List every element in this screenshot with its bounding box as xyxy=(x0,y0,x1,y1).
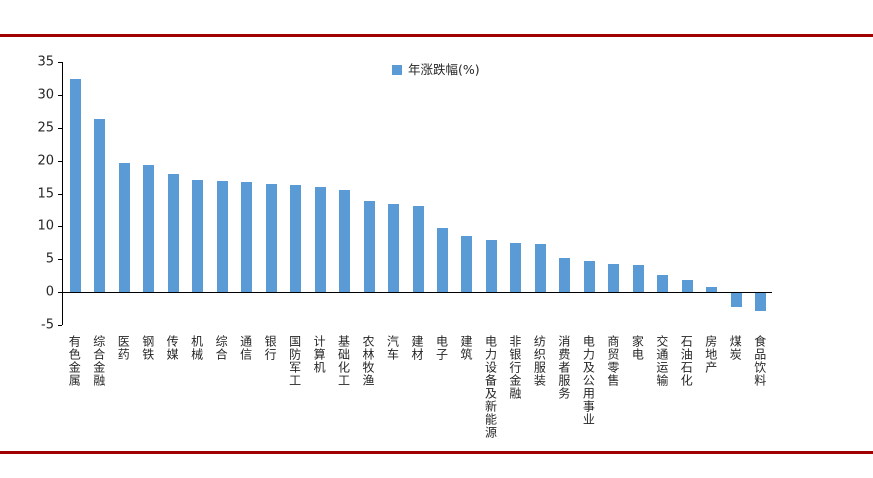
x-category-label: 食品饮料 xyxy=(752,335,767,387)
bottom-divider xyxy=(0,451,873,454)
bar xyxy=(730,293,742,307)
chart-legend: 年涨跌幅(%) xyxy=(392,62,480,77)
x-category-label: 计算机 xyxy=(312,335,327,374)
bar xyxy=(559,257,571,293)
x-category-label: 钢铁 xyxy=(140,335,155,361)
x-category-label: 商贸零售 xyxy=(605,335,620,387)
x-category-label: 农林牧渔 xyxy=(361,335,376,387)
y-tick-label: 15 xyxy=(37,186,54,201)
x-category-label: 煤炭 xyxy=(728,335,743,361)
bar xyxy=(583,261,595,293)
bar xyxy=(314,186,326,293)
x-category-label: 综合 xyxy=(214,335,229,361)
annual-change-bar-chart: 年涨跌幅(%) 35 30 25 20 15 10 5 0 -5 有色金属 综合金融 医药 钢铁 传媒机… xyxy=(0,40,873,448)
y-tick-mark xyxy=(58,127,62,129)
legend-swatch-icon xyxy=(392,65,402,76)
bar xyxy=(290,184,302,293)
bar xyxy=(143,165,155,293)
x-category-label: 银行 xyxy=(263,335,278,361)
top-divider xyxy=(0,34,873,37)
bar xyxy=(657,275,669,293)
x-category-label: 交通运输 xyxy=(654,335,669,387)
bar xyxy=(69,79,81,293)
y-tick-label: 10 xyxy=(37,218,54,234)
y-tick-label: -5 xyxy=(41,317,54,333)
y-tick-mark xyxy=(58,325,62,326)
bar xyxy=(94,118,106,293)
y-tick-label: 20 xyxy=(37,153,54,169)
x-category-label: 房地产 xyxy=(703,335,718,374)
y-tick-mark xyxy=(58,193,62,195)
bar xyxy=(485,240,497,293)
x-category-label: 非银行金融 xyxy=(507,335,522,400)
x-category-label: 有色金属 xyxy=(67,335,82,387)
x-category-label: 纺织服装 xyxy=(532,335,547,387)
x-category-label: 建筑 xyxy=(458,335,473,361)
x-category-label: 综合金融 xyxy=(91,335,106,387)
bar xyxy=(412,205,424,293)
x-category-label: 电子 xyxy=(434,335,449,361)
x-category-label: 汽车 xyxy=(385,335,400,361)
x-category-label: 家电 xyxy=(630,335,645,361)
bar xyxy=(388,204,400,293)
x-category-label: 建材 xyxy=(410,335,424,361)
y-tick-mark xyxy=(58,62,62,63)
x-axis-line xyxy=(63,292,772,294)
y-tick-label: 5 xyxy=(45,251,54,267)
x-category-label: 国防军工 xyxy=(287,335,302,387)
bar xyxy=(192,180,204,293)
x-category-label: 石油石化 xyxy=(679,335,694,387)
y-tick-label: 30 xyxy=(37,87,54,103)
x-category-label: 基础化工 xyxy=(336,335,351,387)
bar xyxy=(216,181,228,293)
x-category-label: 电力及公用事业 xyxy=(581,335,596,426)
bar xyxy=(241,182,253,293)
y-tick-mark xyxy=(58,292,62,294)
bar xyxy=(461,236,473,293)
y-tick-mark xyxy=(58,226,62,228)
bar xyxy=(339,190,351,293)
x-category-label: 通信 xyxy=(238,335,253,361)
bar xyxy=(608,263,620,293)
x-category-label: 消费者服务 xyxy=(556,335,571,400)
bar xyxy=(755,293,767,311)
x-category-label: 传媒 xyxy=(165,335,180,361)
x-category-label: 机械 xyxy=(189,335,204,361)
x-category-label: 电力设备及新能源 xyxy=(483,335,498,439)
bar xyxy=(706,286,718,293)
x-category-label: 医药 xyxy=(116,335,131,361)
x-axis-labels: 有色金属 综合金融 医药 钢铁 传媒 机械 综合 通信 银行 国防军工 计算机 基础化工 农林牧渔 汽车建… xyxy=(62,335,772,447)
y-tick-mark xyxy=(58,259,62,261)
legend-label: 年涨跌幅(%) xyxy=(408,62,480,77)
bar xyxy=(632,265,644,293)
y-tick-mark xyxy=(58,160,62,162)
bar xyxy=(534,244,546,293)
y-tick-label: 25 xyxy=(37,120,54,136)
bar xyxy=(118,163,130,293)
bar xyxy=(681,280,693,293)
y-tick-label: 35 xyxy=(37,54,54,70)
bar xyxy=(167,173,179,293)
bar xyxy=(436,228,448,293)
bar xyxy=(265,183,277,293)
plot-area: 35 30 25 20 15 10 5 0 -5 xyxy=(37,56,772,332)
y-tick-label: 0 xyxy=(45,284,54,300)
y-tick-mark xyxy=(58,94,62,96)
bar xyxy=(363,201,375,293)
bar xyxy=(510,242,522,293)
